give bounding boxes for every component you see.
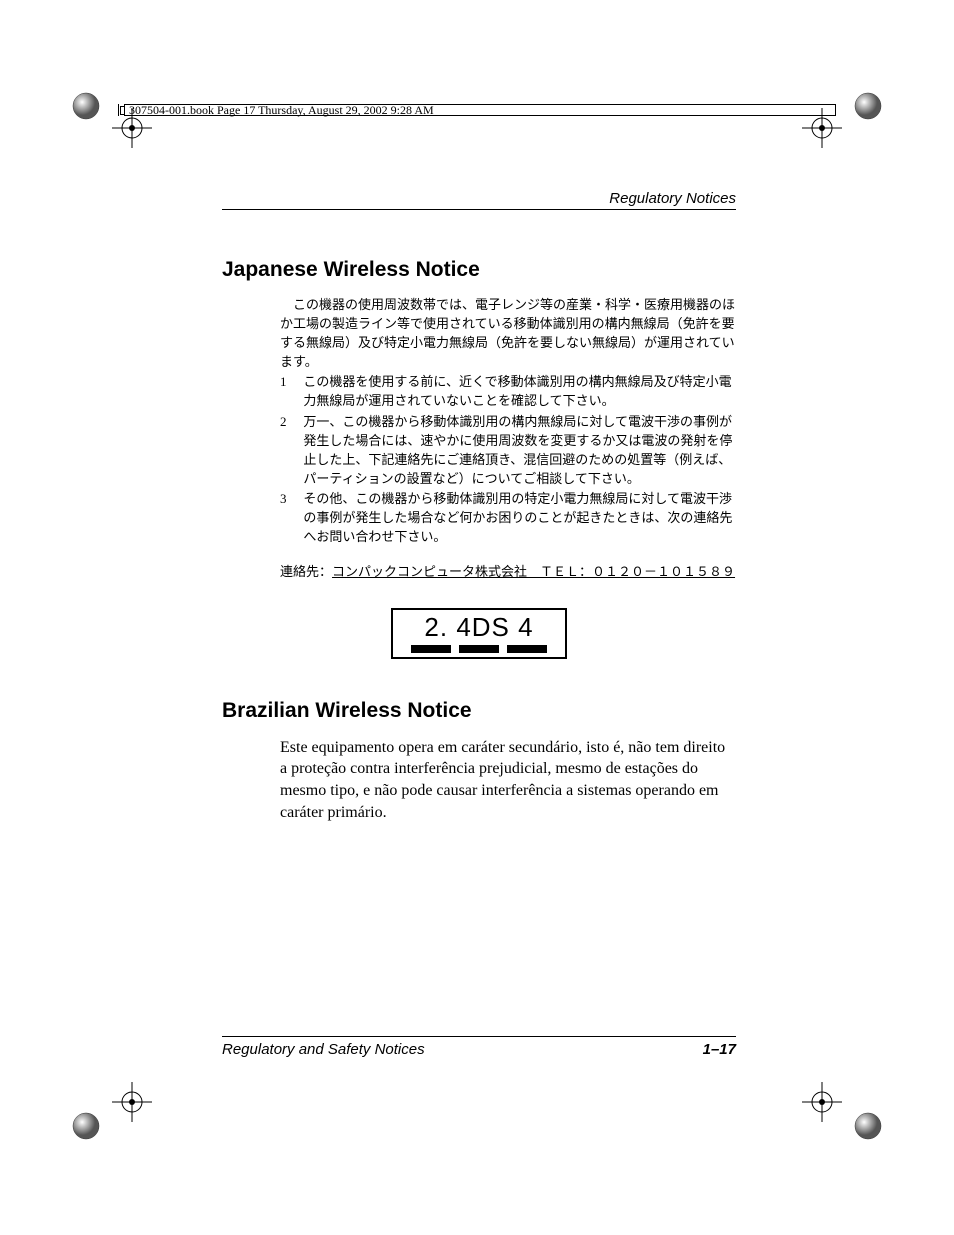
crop-mark-icon [802,108,842,148]
japanese-contact: 連絡先：コンパックコンピュータ株式会社 ＴＥＬ：０１２０－１０１５８９ [280,563,736,582]
crop-mark-icon [112,108,152,148]
crop-mark-icon [802,1082,842,1122]
crop-mark-icon [112,1082,152,1122]
japanese-notice-block: この機器の使用周波数帯では、電子レンジ等の産業・科学・医療用機器のほか工場の製造… [222,296,736,582]
certification-mark: 2. 4DS 4 [391,608,567,659]
registration-sphere-icon [72,1112,100,1140]
section-title-japanese: Japanese Wireless Notice [222,258,736,282]
list-item-text: この機器を使用する前に、近くで移動体識別用の構内無線局及び特定小電力無線局が運用… [303,374,731,408]
frame-header-box: 307504-001.book Page 17 Thursday, August… [118,104,836,116]
footer-row: Regulatory and Safety Notices 1–17 [222,1041,736,1058]
footer-doc-title: Regulatory and Safety Notices [222,1041,425,1058]
registration-sphere-icon [854,1112,882,1140]
page-footer: Regulatory and Safety Notices 1–17 [222,1036,736,1058]
list-item: 3その他、この機器から移動体識別用の特定小電力無線局に対して電波干渉の事例が発生… [280,490,736,547]
japanese-intro: この機器の使用周波数帯では、電子レンジ等の産業・科学・医療用機器のほか工場の製造… [280,296,736,371]
japanese-list: 1この機器を使用する前に、近くで移動体識別用の構内無線局及び特定小電力無線局が運… [280,373,736,547]
list-item-text: 万一、この機器から移動体識別用の構内無線局に対して電波干渉の事例が発生した場合に… [303,414,732,486]
contact-value: コンパックコンピュータ株式会社 ＴＥＬ：０１２０－１０１５８９ [332,564,735,579]
list-item-text: その他、この機器から移動体識別用の特定小電力無線局に対して電波干渉の事例が発生し… [303,491,732,544]
list-item: 2万一、この機器から移動体識別用の構内無線局に対して電波干渉の事例が発生した場合… [280,413,736,488]
footer-page-number: 1–17 [703,1041,736,1058]
certification-text: 2. 4DS 4 [393,612,565,643]
header-rule [222,209,736,210]
footer-rule [222,1036,736,1037]
registration-sphere-icon [72,92,100,120]
list-item: 1この機器を使用する前に、近くで移動体識別用の構内無線局及び特定小電力無線局が運… [280,373,736,411]
page-content: Regulatory Notices Japanese Wireless Not… [222,190,736,823]
certification-bars-icon [393,645,565,653]
brazilian-body: Este equipamento opera em caráter secund… [280,737,736,823]
section-title-brazilian: Brazilian Wireless Notice [222,699,736,723]
brazilian-notice-block: Este equipamento opera em caráter secund… [222,737,736,823]
frame-header-text: 307504-001.book Page 17 Thursday, August… [125,103,434,118]
contact-label: 連絡先： [280,564,332,579]
running-header: Regulatory Notices [222,190,736,207]
registration-sphere-icon [854,92,882,120]
